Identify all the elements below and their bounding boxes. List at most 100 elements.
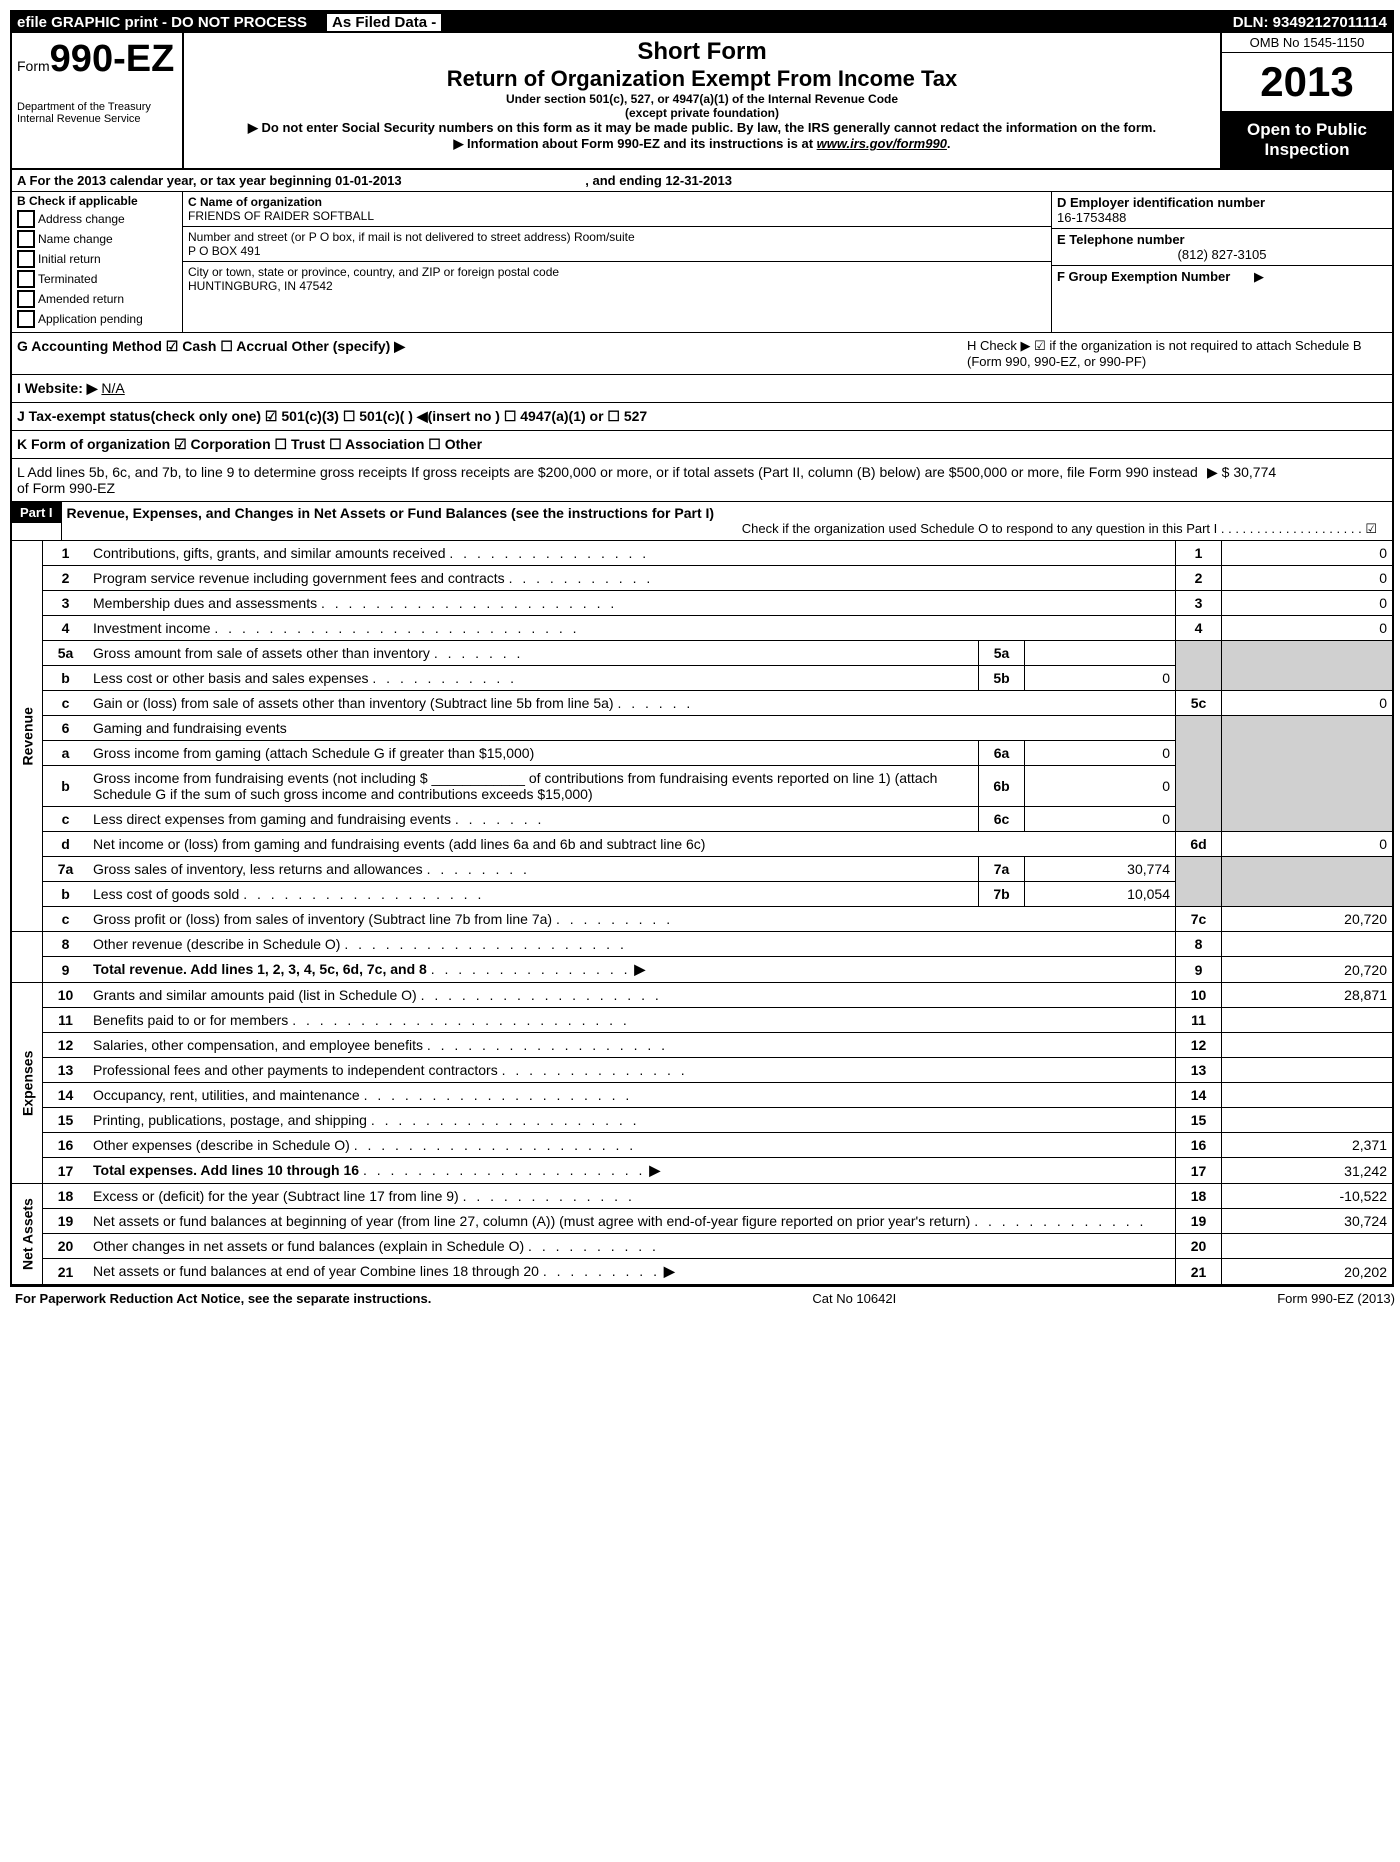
row-h: H Check ▶ ☑ if the organization is not r…	[962, 333, 1392, 374]
l21-tv: 20,202	[1222, 1259, 1393, 1285]
l17-tv: 31,242	[1222, 1158, 1393, 1184]
chk-terminated[interactable]: Terminated	[17, 270, 177, 288]
c-street: Number and street (or P O box, if mail i…	[183, 227, 1051, 262]
part1-title: Revenue, Expenses, and Changes in Net As…	[67, 505, 715, 521]
irs-link[interactable]: www.irs.gov/form990	[817, 136, 947, 151]
l5a-desc: Gross amount from sale of assets other t…	[93, 645, 430, 661]
col-b: B Check if applicable Address change Nam…	[12, 192, 183, 332]
l6a-sv: 0	[1025, 741, 1176, 766]
l5a-num: 5a	[43, 641, 89, 666]
l6c-num: c	[43, 807, 89, 832]
l9-tn: 9	[1176, 957, 1222, 983]
l14-desc: Occupancy, rent, utilities, and maintena…	[93, 1087, 360, 1103]
l19-num: 19	[43, 1209, 89, 1234]
l5-gray	[1176, 641, 1222, 691]
l21-num: 21	[43, 1259, 89, 1285]
l17-num: 17	[43, 1158, 89, 1184]
l6d-tv: 0	[1222, 832, 1393, 857]
l17-tn: 17	[1176, 1158, 1222, 1184]
l21-desc: Net assets or fund balances at end of ye…	[93, 1263, 539, 1279]
dept-irs: Internal Revenue Service	[17, 113, 177, 125]
l10-num: 10	[43, 983, 89, 1008]
l20-desc: Other changes in net assets or fund bala…	[93, 1238, 524, 1254]
l7-gray-val	[1222, 857, 1393, 907]
dept-treasury: Department of the Treasury	[17, 101, 177, 113]
website-value: N/A	[101, 380, 124, 396]
footer-right: Form 990-EZ (2013)	[1277, 1291, 1395, 1306]
l20-tv	[1222, 1234, 1393, 1259]
l3-tn: 3	[1176, 591, 1222, 616]
expenses-label: Expenses	[12, 983, 43, 1184]
part1-check: Check if the organization used Schedule …	[67, 521, 1387, 537]
revenue-label: Revenue	[12, 541, 43, 932]
l2-num: 2	[43, 566, 89, 591]
l12-tv	[1222, 1033, 1393, 1058]
l5b-sn: 5b	[979, 666, 1025, 691]
c-city-label: City or town, state or province, country…	[188, 265, 1046, 279]
l10-tn: 10	[1176, 983, 1222, 1008]
l5c-tn: 5c	[1176, 691, 1222, 716]
open-public-1: Open to Public	[1224, 120, 1390, 140]
d-tel: E Telephone number (812) 827-3105	[1052, 229, 1392, 266]
l6b-desc: Gross income from fundraising events (no…	[93, 770, 937, 802]
chk-pending[interactable]: Application pending	[17, 310, 177, 328]
open-public: Open to Public Inspection	[1222, 112, 1392, 168]
l5-gray-val	[1222, 641, 1393, 691]
chk-name[interactable]: Name change	[17, 230, 177, 248]
topbar-left: efile GRAPHIC print - DO NOT PROCESS	[17, 14, 307, 31]
part1-header: Part I Revenue, Expenses, and Changes in…	[12, 502, 1392, 541]
ein-label: D Employer identification number	[1057, 195, 1387, 210]
l7b-sv: 10,054	[1025, 882, 1176, 907]
l5c-tv: 0	[1222, 691, 1393, 716]
ein-value: 16-1753488	[1057, 210, 1387, 225]
form-990ez: efile GRAPHIC print - DO NOT PROCESS As …	[10, 10, 1394, 1287]
l15-desc: Printing, publications, postage, and shi…	[93, 1112, 367, 1128]
l6-desc: Gaming and fundraising events	[88, 716, 1176, 741]
open-public-2: Inspection	[1224, 140, 1390, 160]
short-form-title: Short Form	[204, 38, 1200, 66]
lines-table: Revenue 1 Contributions, gifts, grants, …	[12, 541, 1392, 1285]
l7a-sn: 7a	[979, 857, 1025, 882]
part1-desc: Revenue, Expenses, and Changes in Net As…	[62, 502, 1392, 540]
l4-desc: Investment income	[93, 620, 211, 636]
l19-tn: 19	[1176, 1209, 1222, 1234]
col-c: C Name of organization FRIENDS OF RAIDER…	[183, 192, 1052, 332]
l16-tn: 16	[1176, 1133, 1222, 1158]
footer-left: For Paperwork Reduction Act Notice, see …	[15, 1291, 431, 1306]
l6-gray	[1176, 716, 1222, 832]
header-right: OMB No 1545-1150 2013 Open to Public Ins…	[1220, 33, 1392, 168]
tel-label: E Telephone number	[1057, 232, 1387, 247]
l5b-num: b	[43, 666, 89, 691]
l9-desc: Total revenue. Add lines 1, 2, 3, 4, 5c,…	[93, 961, 427, 977]
l6a-sn: 6a	[979, 741, 1025, 766]
l4-tn: 4	[1176, 616, 1222, 641]
l3-tv: 0	[1222, 591, 1393, 616]
l5c-desc: Gain or (loss) from sale of assets other…	[93, 695, 614, 711]
website-label: I Website: ▶	[17, 380, 98, 396]
subtitle-1: Under section 501(c), 527, or 4947(a)(1)…	[204, 92, 1200, 106]
part1-label: Part I	[12, 502, 61, 523]
tel-value: (812) 827-3105	[1057, 247, 1387, 262]
l5c-num: c	[43, 691, 89, 716]
l12-num: 12	[43, 1033, 89, 1058]
l1-desc: Contributions, gifts, grants, and simila…	[93, 545, 446, 561]
footer: For Paperwork Reduction Act Notice, see …	[10, 1287, 1400, 1310]
l16-desc: Other expenses (describe in Schedule O)	[93, 1137, 350, 1153]
row-l: L Add lines 5b, 6c, and 7b, to line 9 to…	[12, 459, 1392, 502]
l7c-num: c	[43, 907, 89, 932]
chk-amended[interactable]: Amended return	[17, 290, 177, 308]
l10-tv: 28,871	[1222, 983, 1393, 1008]
l6-num: 6	[43, 716, 89, 741]
l8-tn: 8	[1176, 932, 1222, 957]
l11-tn: 11	[1176, 1008, 1222, 1033]
chk-initial[interactable]: Initial return	[17, 250, 177, 268]
chk-address[interactable]: Address change	[17, 210, 177, 228]
l19-tv: 30,724	[1222, 1209, 1393, 1234]
d-ein: D Employer identification number 16-1753…	[1052, 192, 1392, 229]
l5a-sv	[1025, 641, 1176, 666]
group-label: F Group Exemption Number	[1057, 269, 1230, 284]
l18-tv: -10,522	[1222, 1184, 1393, 1209]
l12-tn: 12	[1176, 1033, 1222, 1058]
instruction-2: ▶ Information about Form 990-EZ and its …	[204, 136, 1200, 152]
l3-num: 3	[43, 591, 89, 616]
